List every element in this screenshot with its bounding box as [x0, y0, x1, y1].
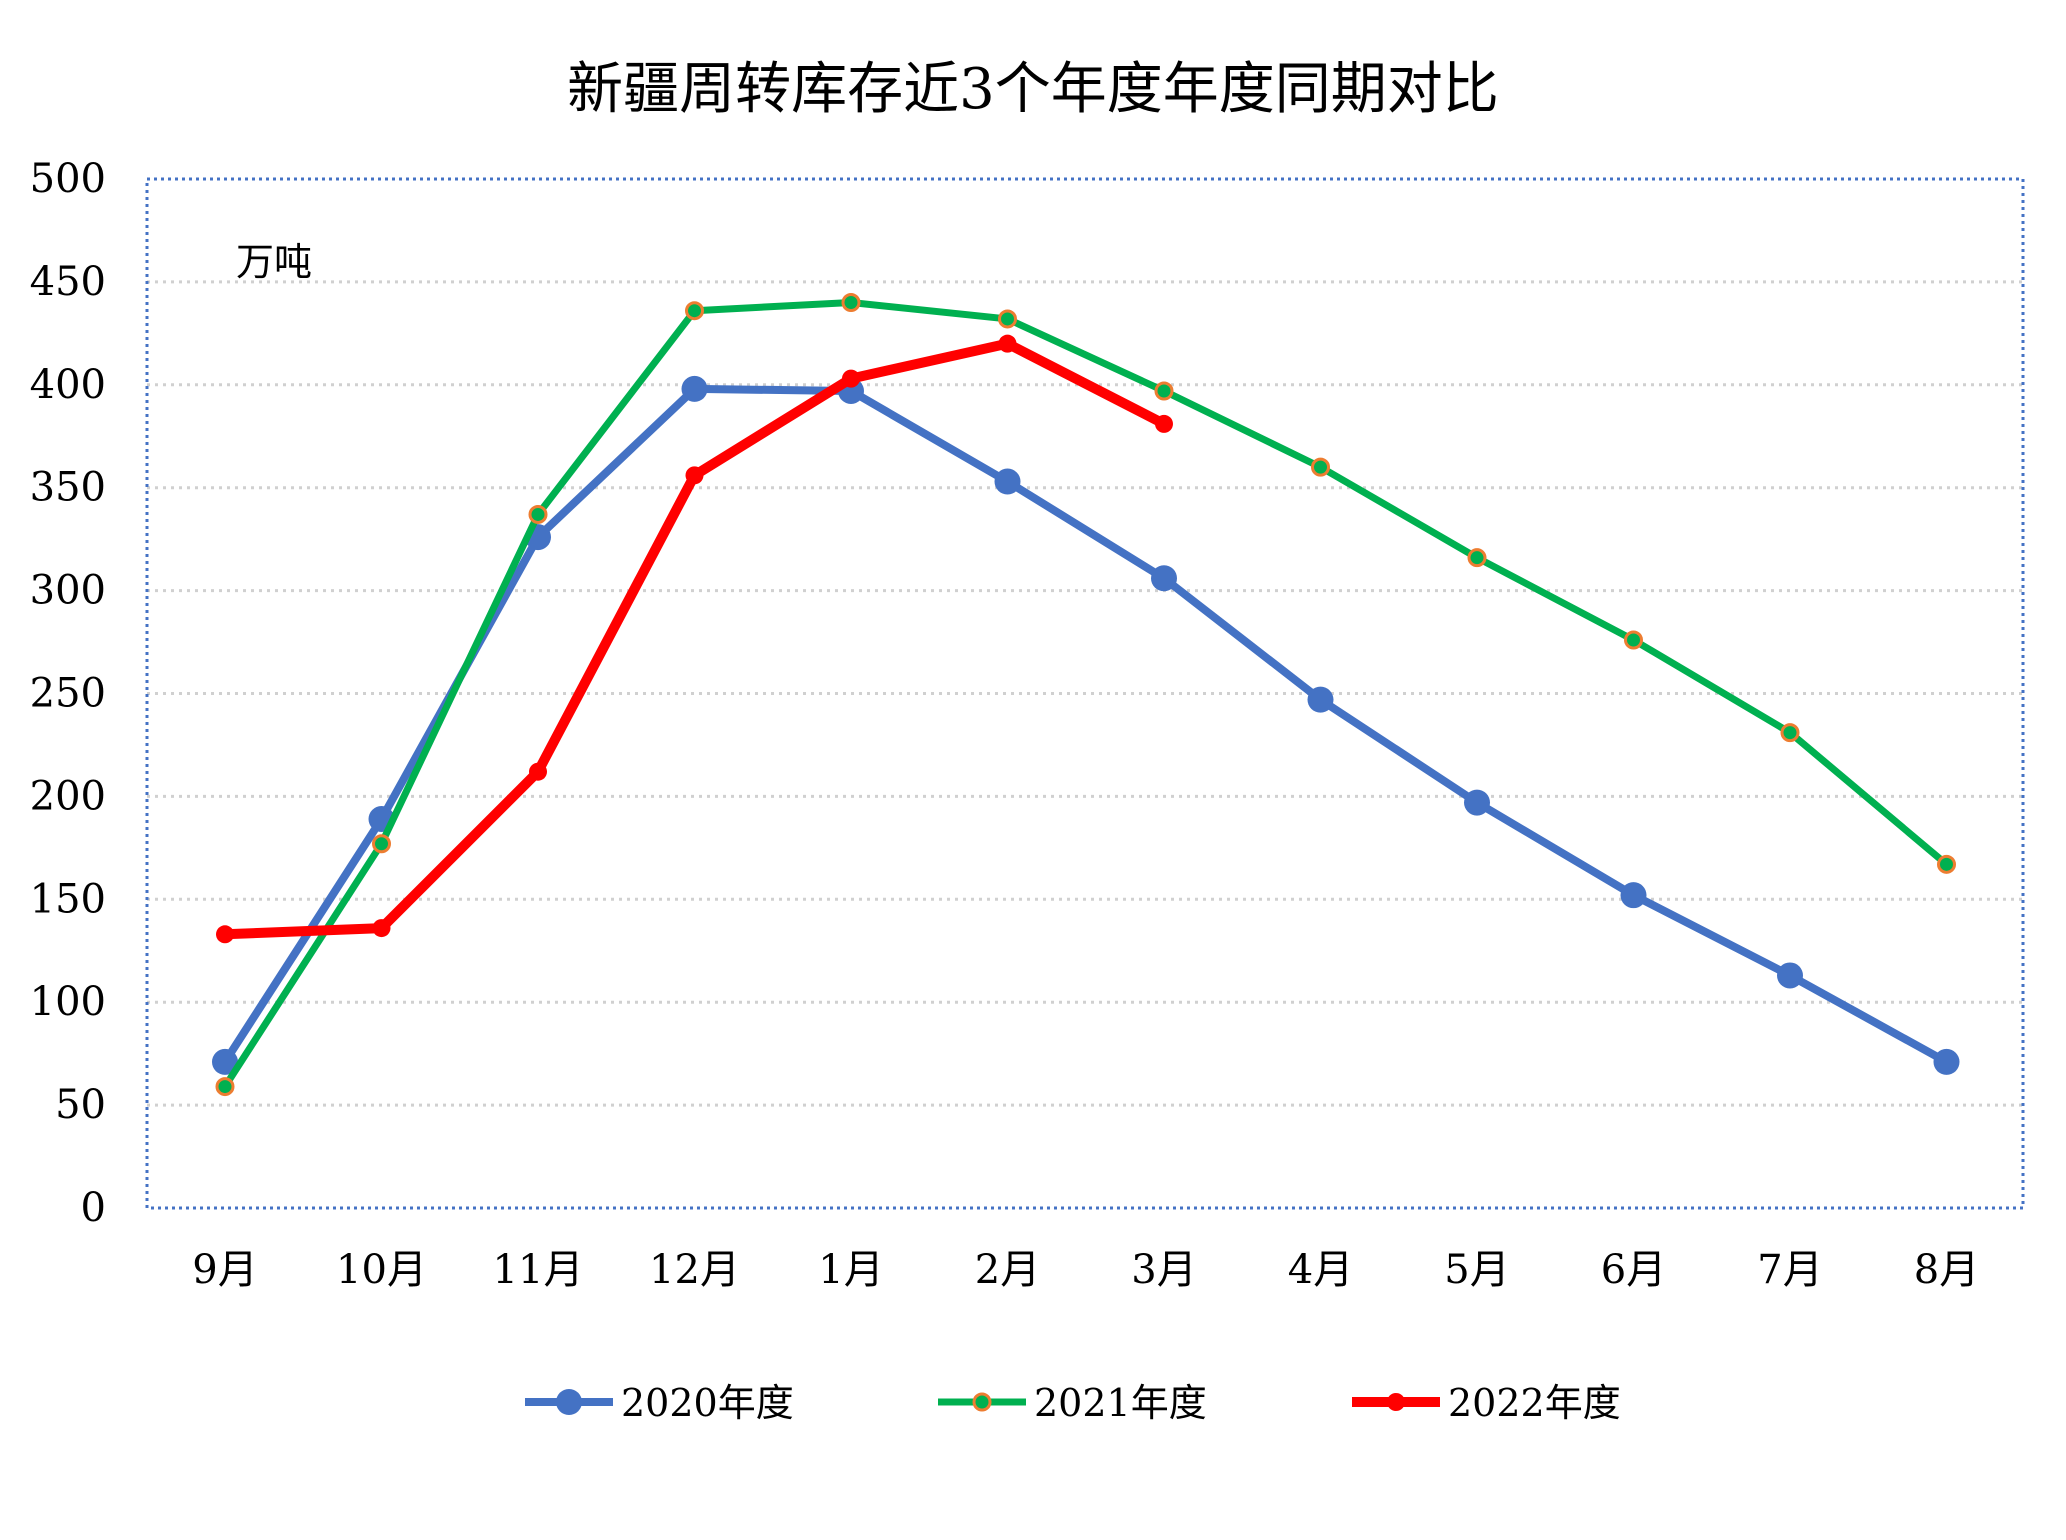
- x-axis-ticks: 9月 10月 11月 12月 1月 2月 3月 4月 5月 6月 7月 8月: [192, 1247, 1979, 1293]
- y-tick-label: 50: [55, 1082, 106, 1128]
- series-2022年度: [216, 334, 1173, 944]
- y-tick-label: 500: [30, 156, 106, 202]
- legend-marker: [972, 1392, 992, 1412]
- x-tick-label: 5月: [1444, 1247, 1509, 1293]
- data-point: [528, 504, 548, 524]
- x-tick-label: 9月: [192, 1247, 257, 1293]
- legend-item: 2020年度: [525, 1381, 794, 1425]
- data-point: [1307, 686, 1334, 713]
- data-point: [841, 292, 861, 312]
- unit-label: 万吨: [236, 240, 312, 284]
- y-tick-label: 200: [30, 773, 106, 819]
- data-point: [1780, 723, 1800, 743]
- legend-item: 2021年度: [938, 1381, 1207, 1425]
- data-point: [685, 466, 704, 485]
- x-tick-label: 3月: [1131, 1247, 1196, 1293]
- y-tick-label: 150: [30, 876, 106, 922]
- x-tick-label: 6月: [1601, 1247, 1666, 1293]
- data-point: [216, 925, 234, 944]
- y-axis-ticks: 0 50 100 150 200 250 300 350 400 450 500: [30, 156, 106, 1231]
- data-point: [372, 834, 391, 854]
- plot-area-border: [145, 177, 2025, 1210]
- data-point: [994, 468, 1021, 495]
- legend-label: 2022年度: [1448, 1381, 1621, 1425]
- data-point: [1154, 381, 1174, 401]
- data-point: [1311, 457, 1330, 477]
- data-point: [1937, 854, 1956, 874]
- legend: 2020年度 2021年度 2022年度: [525, 1381, 1621, 1425]
- series-group: [212, 292, 1960, 1097]
- x-tick-label: 10月: [336, 1247, 427, 1293]
- y-tick-label: 400: [30, 362, 106, 408]
- data-point: [1777, 962, 1803, 989]
- x-tick-label: 2月: [975, 1247, 1040, 1293]
- data-point: [1467, 548, 1487, 568]
- legend-marker: [556, 1389, 582, 1415]
- y-tick-label: 0: [81, 1185, 106, 1231]
- chart-title: 新疆周转库存近3个年度年度同期对比: [567, 57, 1499, 122]
- x-tick-label: 8月: [1914, 1247, 1979, 1293]
- data-point: [681, 375, 708, 402]
- data-point: [1464, 789, 1490, 816]
- x-tick-label: 4月: [1288, 1247, 1353, 1293]
- series-2021年度: [215, 292, 1956, 1097]
- data-point: [529, 762, 547, 781]
- legend-label: 2021年度: [1034, 1381, 1207, 1425]
- data-point: [212, 1048, 238, 1075]
- legend-item: 2022年度: [1352, 1381, 1621, 1425]
- legend-marker: [1387, 1393, 1405, 1411]
- legend-label: 2020年度: [621, 1381, 794, 1425]
- data-point: [998, 334, 1017, 353]
- x-tick-label: 11月: [493, 1247, 584, 1293]
- y-tick-label: 250: [30, 671, 106, 717]
- x-tick-label: 12月: [649, 1247, 740, 1293]
- y-tick-label: 350: [30, 465, 106, 511]
- data-point: [685, 301, 704, 321]
- y-tick-label: 300: [30, 568, 106, 614]
- data-point: [1624, 630, 1643, 650]
- series-line: [221, 384, 1949, 1066]
- data-point: [372, 919, 391, 938]
- x-tick-label: 1月: [818, 1247, 883, 1293]
- y-tick-label: 450: [30, 259, 106, 305]
- data-point: [1620, 882, 1647, 909]
- data-point: [1933, 1048, 1960, 1075]
- data-point: [215, 1077, 235, 1097]
- data-point: [1151, 565, 1177, 592]
- series-line: [222, 298, 1949, 1089]
- data-point: [842, 369, 860, 388]
- x-tick-label: 7月: [1757, 1247, 1822, 1293]
- y-tick-label: 100: [30, 979, 106, 1025]
- data-point: [1155, 414, 1173, 433]
- data-point: [998, 309, 1017, 329]
